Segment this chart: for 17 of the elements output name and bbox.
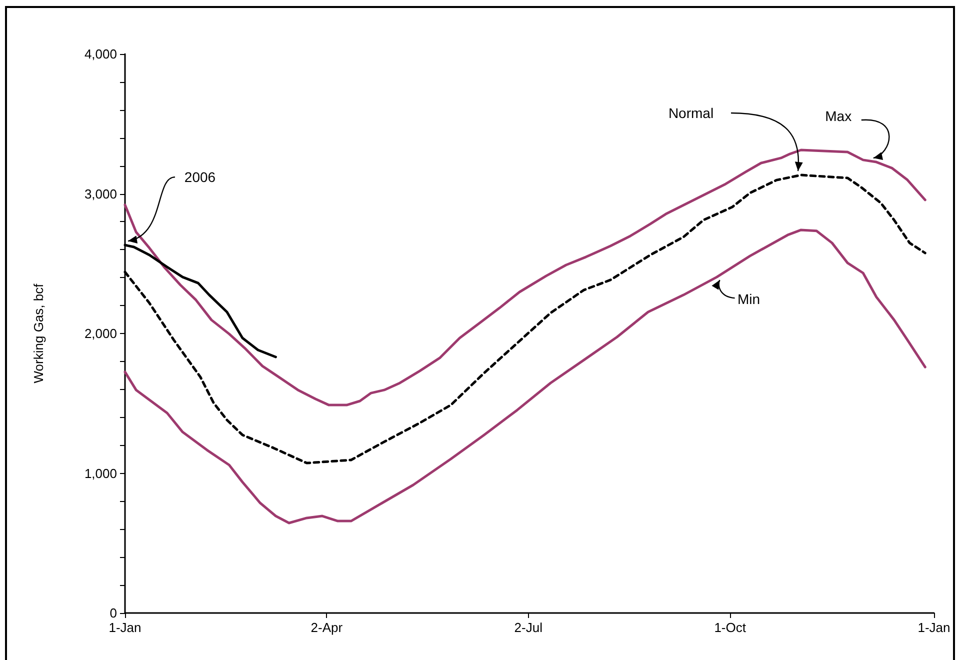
y-tick-label: 3,000 — [84, 186, 117, 202]
y-axis-title: Working Gas, bcf — [31, 283, 46, 384]
x-tick-label: 1-Oct — [714, 620, 746, 635]
y-tick-label: 1,000 — [84, 466, 117, 481]
x-tick-label: 1-Jan — [108, 620, 142, 635]
x-tick-label: 1-Jan — [918, 620, 950, 635]
y-tick-label: 0 — [110, 606, 117, 620]
x-tick-label: 2-Apr — [310, 620, 344, 635]
y-tick-label: 2,000 — [84, 326, 117, 341]
line-series — [124, 228, 926, 524]
line-series — [124, 148, 926, 406]
series-label: Max — [825, 108, 852, 124]
text: Normal — [668, 105, 714, 122]
text: 2006 — [184, 169, 216, 186]
y-tick-label: 4,000 — [84, 46, 117, 62]
x-tick-label: 2-Jul — [514, 620, 543, 635]
series-label: Min — [738, 291, 760, 308]
